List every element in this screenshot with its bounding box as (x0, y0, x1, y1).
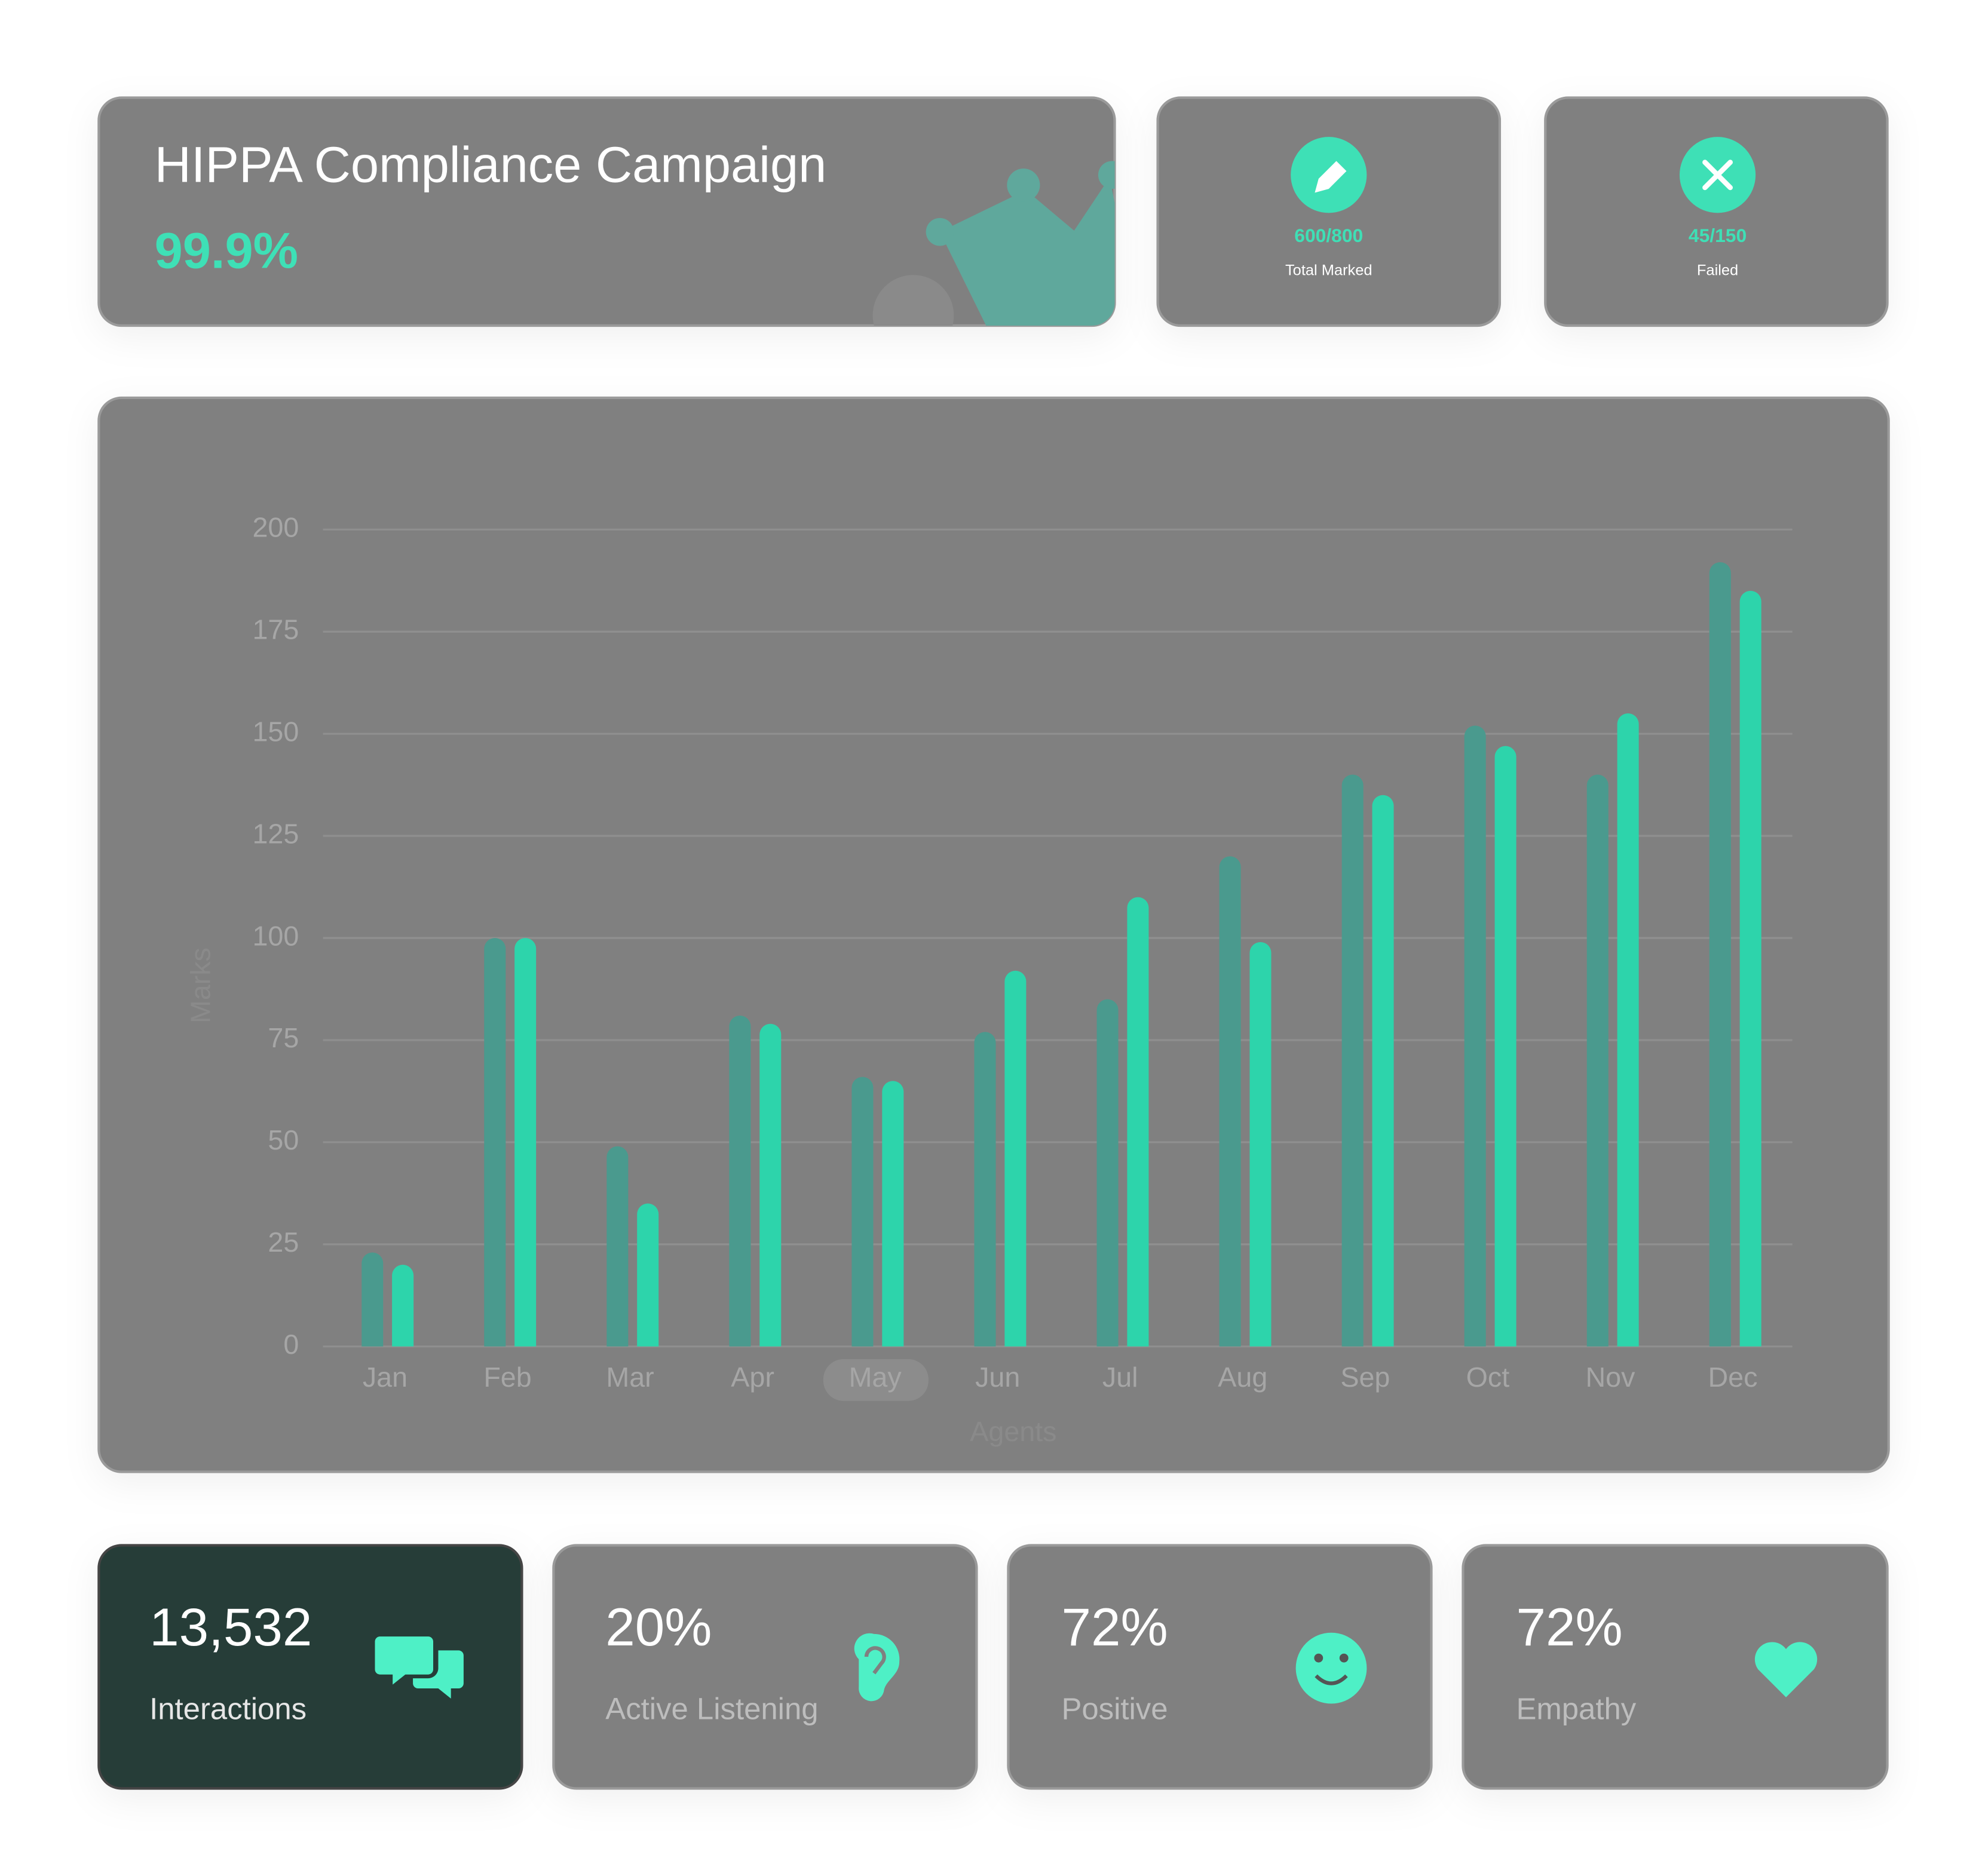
bar (392, 1264, 414, 1347)
bar (729, 1015, 751, 1347)
x-tick-label: Mar (606, 1362, 654, 1393)
bar (1219, 856, 1241, 1347)
x-tick-label: May (849, 1362, 902, 1393)
heart-icon (1754, 1642, 1818, 1697)
bar (1127, 897, 1149, 1347)
campaign-score: 99.9% (155, 222, 298, 279)
metric-value: 20% (605, 1597, 712, 1657)
chat-icon (375, 1636, 433, 1685)
stat-value: 45/150 (1689, 225, 1747, 246)
chart-card (97, 396, 1890, 1473)
x-tick-label: Apr (731, 1362, 774, 1393)
plot: 0 25 50 75 100 125 150 175 200 Jan Feb Mar Apr May Jun… (252, 512, 1793, 1393)
stat-label: Failed (1697, 262, 1738, 279)
metric-card (1462, 1544, 1889, 1790)
metric-label: Active Listening (605, 1692, 818, 1726)
pencil (1315, 161, 1347, 193)
x-tick-label: Jun (975, 1362, 1020, 1393)
x-tick-label: Oct (1466, 1362, 1510, 1393)
month-highlight (823, 1359, 929, 1401)
cross (1702, 160, 1733, 191)
bar (1341, 774, 1364, 1347)
bar (1004, 970, 1027, 1347)
y-tick-label: 50 (268, 1124, 299, 1155)
bar (1464, 725, 1486, 1347)
y-tick-label: 200 (252, 512, 299, 543)
eye (1314, 1653, 1324, 1663)
bar (1586, 774, 1609, 1347)
bar (1372, 795, 1394, 1347)
metric-card (1007, 1544, 1433, 1790)
x-tick-label: Jul (1102, 1362, 1138, 1393)
y-tick-label: 75 (268, 1022, 299, 1053)
bar (1617, 713, 1639, 1347)
y-tick-label: 100 (252, 920, 299, 951)
metric-card (552, 1544, 978, 1790)
bar (361, 1252, 384, 1347)
x-tick-label: Jan (363, 1362, 408, 1393)
bar (882, 1081, 904, 1347)
y-tick-label: 150 (252, 716, 299, 747)
metric-label: Positive (1061, 1692, 1168, 1726)
bar (1739, 590, 1761, 1347)
crown-decoration (872, 161, 1115, 326)
y-axis-label: Marks (185, 948, 216, 1023)
bar (851, 1077, 874, 1347)
x-tick-label: Nov (1585, 1362, 1635, 1393)
stat-value: 600/800 (1294, 225, 1363, 246)
metric-label: Interactions (149, 1692, 307, 1726)
ear-detail (864, 1646, 886, 1675)
y-tick-label: 175 (252, 614, 299, 645)
y-tick-label: 25 (268, 1227, 299, 1258)
campaign-title: HIPPA Compliance Campaign (155, 136, 827, 193)
mouth (1315, 1674, 1348, 1685)
bar (974, 1032, 996, 1347)
x-tick-label: Sep (1340, 1362, 1390, 1393)
x-tick-label: Feb (483, 1362, 531, 1393)
chat-icon (413, 1650, 464, 1699)
bar (1249, 942, 1272, 1347)
x-tick-label: Dec (1708, 1362, 1758, 1393)
header-card (97, 96, 1116, 327)
y-tick-label: 125 (252, 818, 299, 849)
bar (637, 1203, 659, 1347)
metric-value: 72% (1516, 1597, 1622, 1657)
x-tick-label: Aug (1218, 1362, 1267, 1393)
smile-icon (1295, 1632, 1367, 1704)
x-axis-label: Agents (970, 1416, 1056, 1447)
bar (1709, 562, 1731, 1347)
stat-label: Total Marked (1285, 262, 1373, 279)
metric-label: Empathy (1516, 1692, 1636, 1726)
eye (1339, 1653, 1349, 1663)
bar (1494, 746, 1517, 1347)
bar (606, 1146, 629, 1347)
bar (1096, 999, 1119, 1347)
bar (759, 1023, 782, 1347)
metric-card (97, 1544, 523, 1790)
bar (484, 938, 506, 1347)
y-tick-label: 0 (283, 1329, 299, 1360)
metric-value: 72% (1061, 1597, 1168, 1657)
metric-value: 13,532 (149, 1597, 312, 1657)
bar (514, 938, 537, 1347)
